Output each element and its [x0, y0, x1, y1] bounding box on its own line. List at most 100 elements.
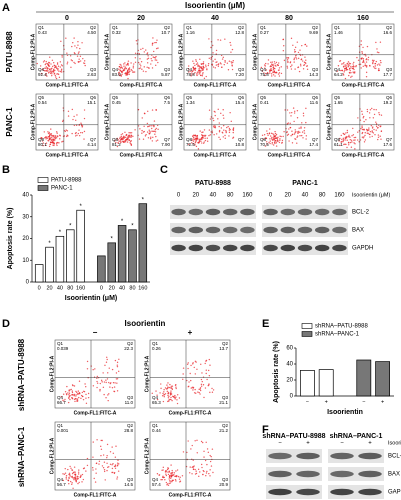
dot: [347, 136, 349, 138]
dot: [196, 74, 198, 76]
dot: [270, 69, 272, 71]
dot: [214, 111, 216, 113]
dot: [124, 131, 126, 133]
dot: [155, 140, 158, 142]
dot: [272, 65, 275, 67]
dot: [290, 37, 293, 40]
dot: [202, 72, 204, 74]
dot: [153, 50, 155, 53]
x-axis-label: Comp-FL1:FITC-A: [194, 82, 237, 88]
band: [188, 244, 204, 252]
dot: [227, 125, 229, 128]
dot: [115, 372, 118, 374]
dot: [124, 66, 127, 68]
dot: [361, 51, 363, 53]
dot: [350, 139, 353, 141]
dot: [84, 64, 86, 67]
protein-label: BAX: [352, 228, 364, 234]
dot: [96, 380, 98, 383]
band: [240, 244, 255, 252]
band: [280, 244, 296, 252]
dot: [154, 129, 157, 131]
dot: [53, 68, 55, 70]
dot: [305, 59, 307, 61]
dot: [191, 139, 193, 141]
band: [296, 452, 320, 460]
dot: [379, 41, 382, 43]
dot: [69, 465, 71, 468]
dot: [158, 474, 161, 476]
dot: [71, 390, 73, 392]
dot: [54, 74, 56, 77]
dot: [365, 58, 368, 60]
dot: [112, 471, 114, 474]
band: [263, 208, 278, 216]
dot: [299, 49, 301, 51]
dot: [274, 72, 276, 74]
dot: [106, 469, 108, 472]
dot: [79, 60, 82, 62]
dot: [228, 131, 231, 134]
quadrant-name: Q2: [127, 341, 134, 346]
dot: [47, 64, 50, 66]
significance: *: [69, 223, 72, 229]
dot: [271, 61, 273, 63]
dot: [222, 136, 224, 138]
dot: [209, 364, 211, 366]
dot: [199, 393, 201, 395]
dot: [378, 51, 380, 54]
band: [330, 470, 354, 478]
quadrant-value: 7.5: [164, 100, 171, 105]
dot: [221, 66, 223, 69]
dot: [287, 122, 290, 124]
dot: [269, 65, 271, 68]
dot: [78, 380, 81, 382]
dot: [292, 44, 294, 46]
dot: [207, 64, 210, 67]
dot: [164, 393, 167, 395]
dot: [43, 69, 46, 72]
dot: [147, 137, 150, 139]
dot: [365, 128, 368, 131]
dot: [200, 63, 203, 66]
dot: [162, 466, 165, 469]
dot: [111, 464, 113, 466]
y-axis-label: Comp-FL2:PI-A: [326, 103, 332, 140]
dot: [339, 144, 341, 147]
dot: [269, 72, 271, 74]
dot: [365, 61, 368, 63]
dot: [358, 141, 360, 143]
dot: [205, 475, 207, 477]
dot: [48, 145, 51, 148]
dot: [170, 392, 172, 395]
dot: [201, 73, 204, 75]
dot: [67, 392, 69, 394]
dot: [207, 63, 210, 65]
dot: [228, 135, 230, 137]
dot: [99, 390, 101, 392]
dot: [225, 130, 227, 133]
dot: [74, 397, 77, 400]
dots: [114, 108, 159, 148]
dot: [209, 118, 212, 120]
dot: [81, 473, 84, 476]
dot: [192, 135, 194, 137]
dot: [68, 389, 70, 391]
dot: [361, 125, 363, 127]
dot: [47, 139, 49, 142]
dot: [98, 460, 101, 462]
dot: [162, 392, 164, 395]
dot: [48, 68, 51, 71]
dot: [270, 61, 272, 64]
dot: [210, 58, 212, 60]
dot: [296, 131, 298, 133]
dot: [194, 134, 197, 136]
quadrant-name: Q3: [222, 477, 229, 482]
dot: [272, 71, 274, 73]
dot: [66, 52, 68, 54]
dot: [106, 356, 108, 358]
dot: [116, 478, 118, 480]
dot: [162, 469, 164, 471]
dot: [100, 454, 102, 457]
dot: [277, 136, 279, 139]
